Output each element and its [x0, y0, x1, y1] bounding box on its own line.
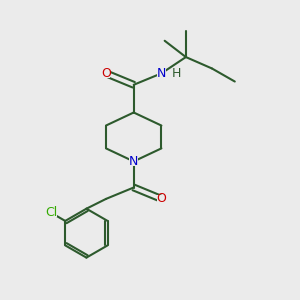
Text: O: O	[157, 192, 166, 206]
Text: N: N	[157, 67, 166, 80]
Text: H: H	[171, 67, 181, 80]
FancyBboxPatch shape	[157, 69, 166, 78]
FancyBboxPatch shape	[102, 69, 110, 78]
FancyBboxPatch shape	[157, 195, 166, 203]
Text: Cl: Cl	[45, 206, 57, 219]
Text: N: N	[129, 155, 138, 168]
FancyBboxPatch shape	[45, 208, 57, 217]
FancyBboxPatch shape	[129, 157, 138, 166]
Text: O: O	[101, 67, 111, 80]
